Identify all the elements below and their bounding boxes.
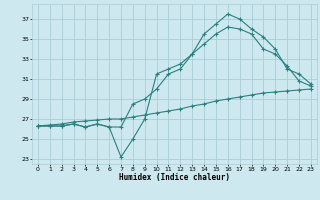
X-axis label: Humidex (Indice chaleur): Humidex (Indice chaleur) <box>119 173 230 182</box>
